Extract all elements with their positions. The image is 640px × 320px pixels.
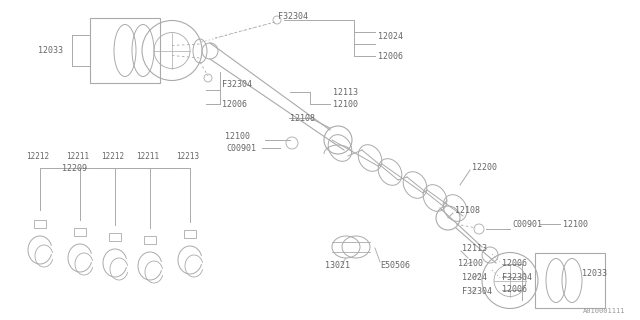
Text: 12033: 12033 bbox=[582, 269, 607, 278]
Text: 12211: 12211 bbox=[136, 151, 159, 161]
Text: 12200: 12200 bbox=[472, 163, 497, 172]
Text: F32304: F32304 bbox=[502, 273, 532, 282]
Bar bbox=[109, 233, 121, 241]
Text: 12213: 12213 bbox=[176, 151, 199, 161]
Text: F32304: F32304 bbox=[278, 12, 308, 20]
Text: 12024: 12024 bbox=[462, 274, 487, 283]
Text: 12113: 12113 bbox=[462, 244, 487, 252]
Text: 12211: 12211 bbox=[66, 151, 89, 161]
Text: 12006: 12006 bbox=[222, 100, 247, 108]
Bar bbox=[184, 230, 196, 238]
Text: A010001111: A010001111 bbox=[582, 308, 625, 314]
Bar bbox=[34, 220, 46, 228]
Text: 12100: 12100 bbox=[333, 100, 358, 108]
Text: F32304: F32304 bbox=[462, 287, 492, 297]
Text: 12113: 12113 bbox=[333, 87, 358, 97]
Text: 12212: 12212 bbox=[26, 151, 49, 161]
Text: 12100: 12100 bbox=[563, 220, 588, 228]
Text: 12006: 12006 bbox=[502, 260, 527, 268]
Text: 12108: 12108 bbox=[290, 114, 315, 123]
Bar bbox=[90, 18, 160, 83]
Text: 12006: 12006 bbox=[502, 285, 527, 294]
Text: 12033: 12033 bbox=[38, 45, 63, 54]
Text: 12108: 12108 bbox=[455, 205, 480, 214]
Text: 12212: 12212 bbox=[101, 151, 124, 161]
Text: C00901: C00901 bbox=[226, 143, 256, 153]
Bar bbox=[535, 253, 605, 308]
Text: 12006: 12006 bbox=[378, 52, 403, 60]
Text: 12209: 12209 bbox=[62, 164, 87, 172]
Bar bbox=[144, 236, 156, 244]
Text: 13021: 13021 bbox=[325, 261, 350, 270]
Text: 12100: 12100 bbox=[225, 132, 250, 140]
Text: 12100: 12100 bbox=[458, 260, 483, 268]
Text: 12024: 12024 bbox=[378, 31, 403, 41]
Bar bbox=[74, 228, 86, 236]
Text: F32304: F32304 bbox=[222, 79, 252, 89]
Text: C00901: C00901 bbox=[512, 220, 542, 228]
Text: E50506: E50506 bbox=[380, 261, 410, 270]
